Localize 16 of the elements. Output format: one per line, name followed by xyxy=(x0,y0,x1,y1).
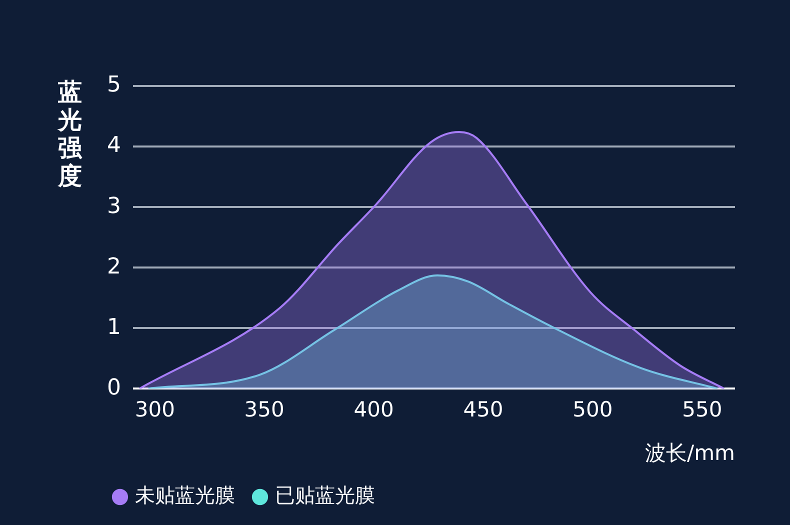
x-tick-label: 450 xyxy=(463,398,504,422)
y-tick-label: 5 xyxy=(106,72,121,98)
legend-label: 已贴蓝光膜 xyxy=(275,483,375,508)
y-tick-label: 0 xyxy=(106,375,121,400)
legend-label: 未贴蓝光膜 xyxy=(135,483,235,508)
y-tick-label: 4 xyxy=(106,133,121,158)
x-tick-label: 400 xyxy=(354,398,394,422)
x-axis-title: 波长/mm xyxy=(645,440,735,465)
x-tick-label: 550 xyxy=(682,398,722,422)
x-tick-label: 350 xyxy=(244,398,284,422)
y-axis-title: 蓝光强度 xyxy=(56,78,84,190)
y-tick-label: 1 xyxy=(106,314,121,340)
x-tick-label: 300 xyxy=(134,398,175,422)
x-tick-label: 500 xyxy=(572,398,613,422)
y-tick-label: 2 xyxy=(106,254,121,280)
y-tick-label: 3 xyxy=(106,194,121,219)
